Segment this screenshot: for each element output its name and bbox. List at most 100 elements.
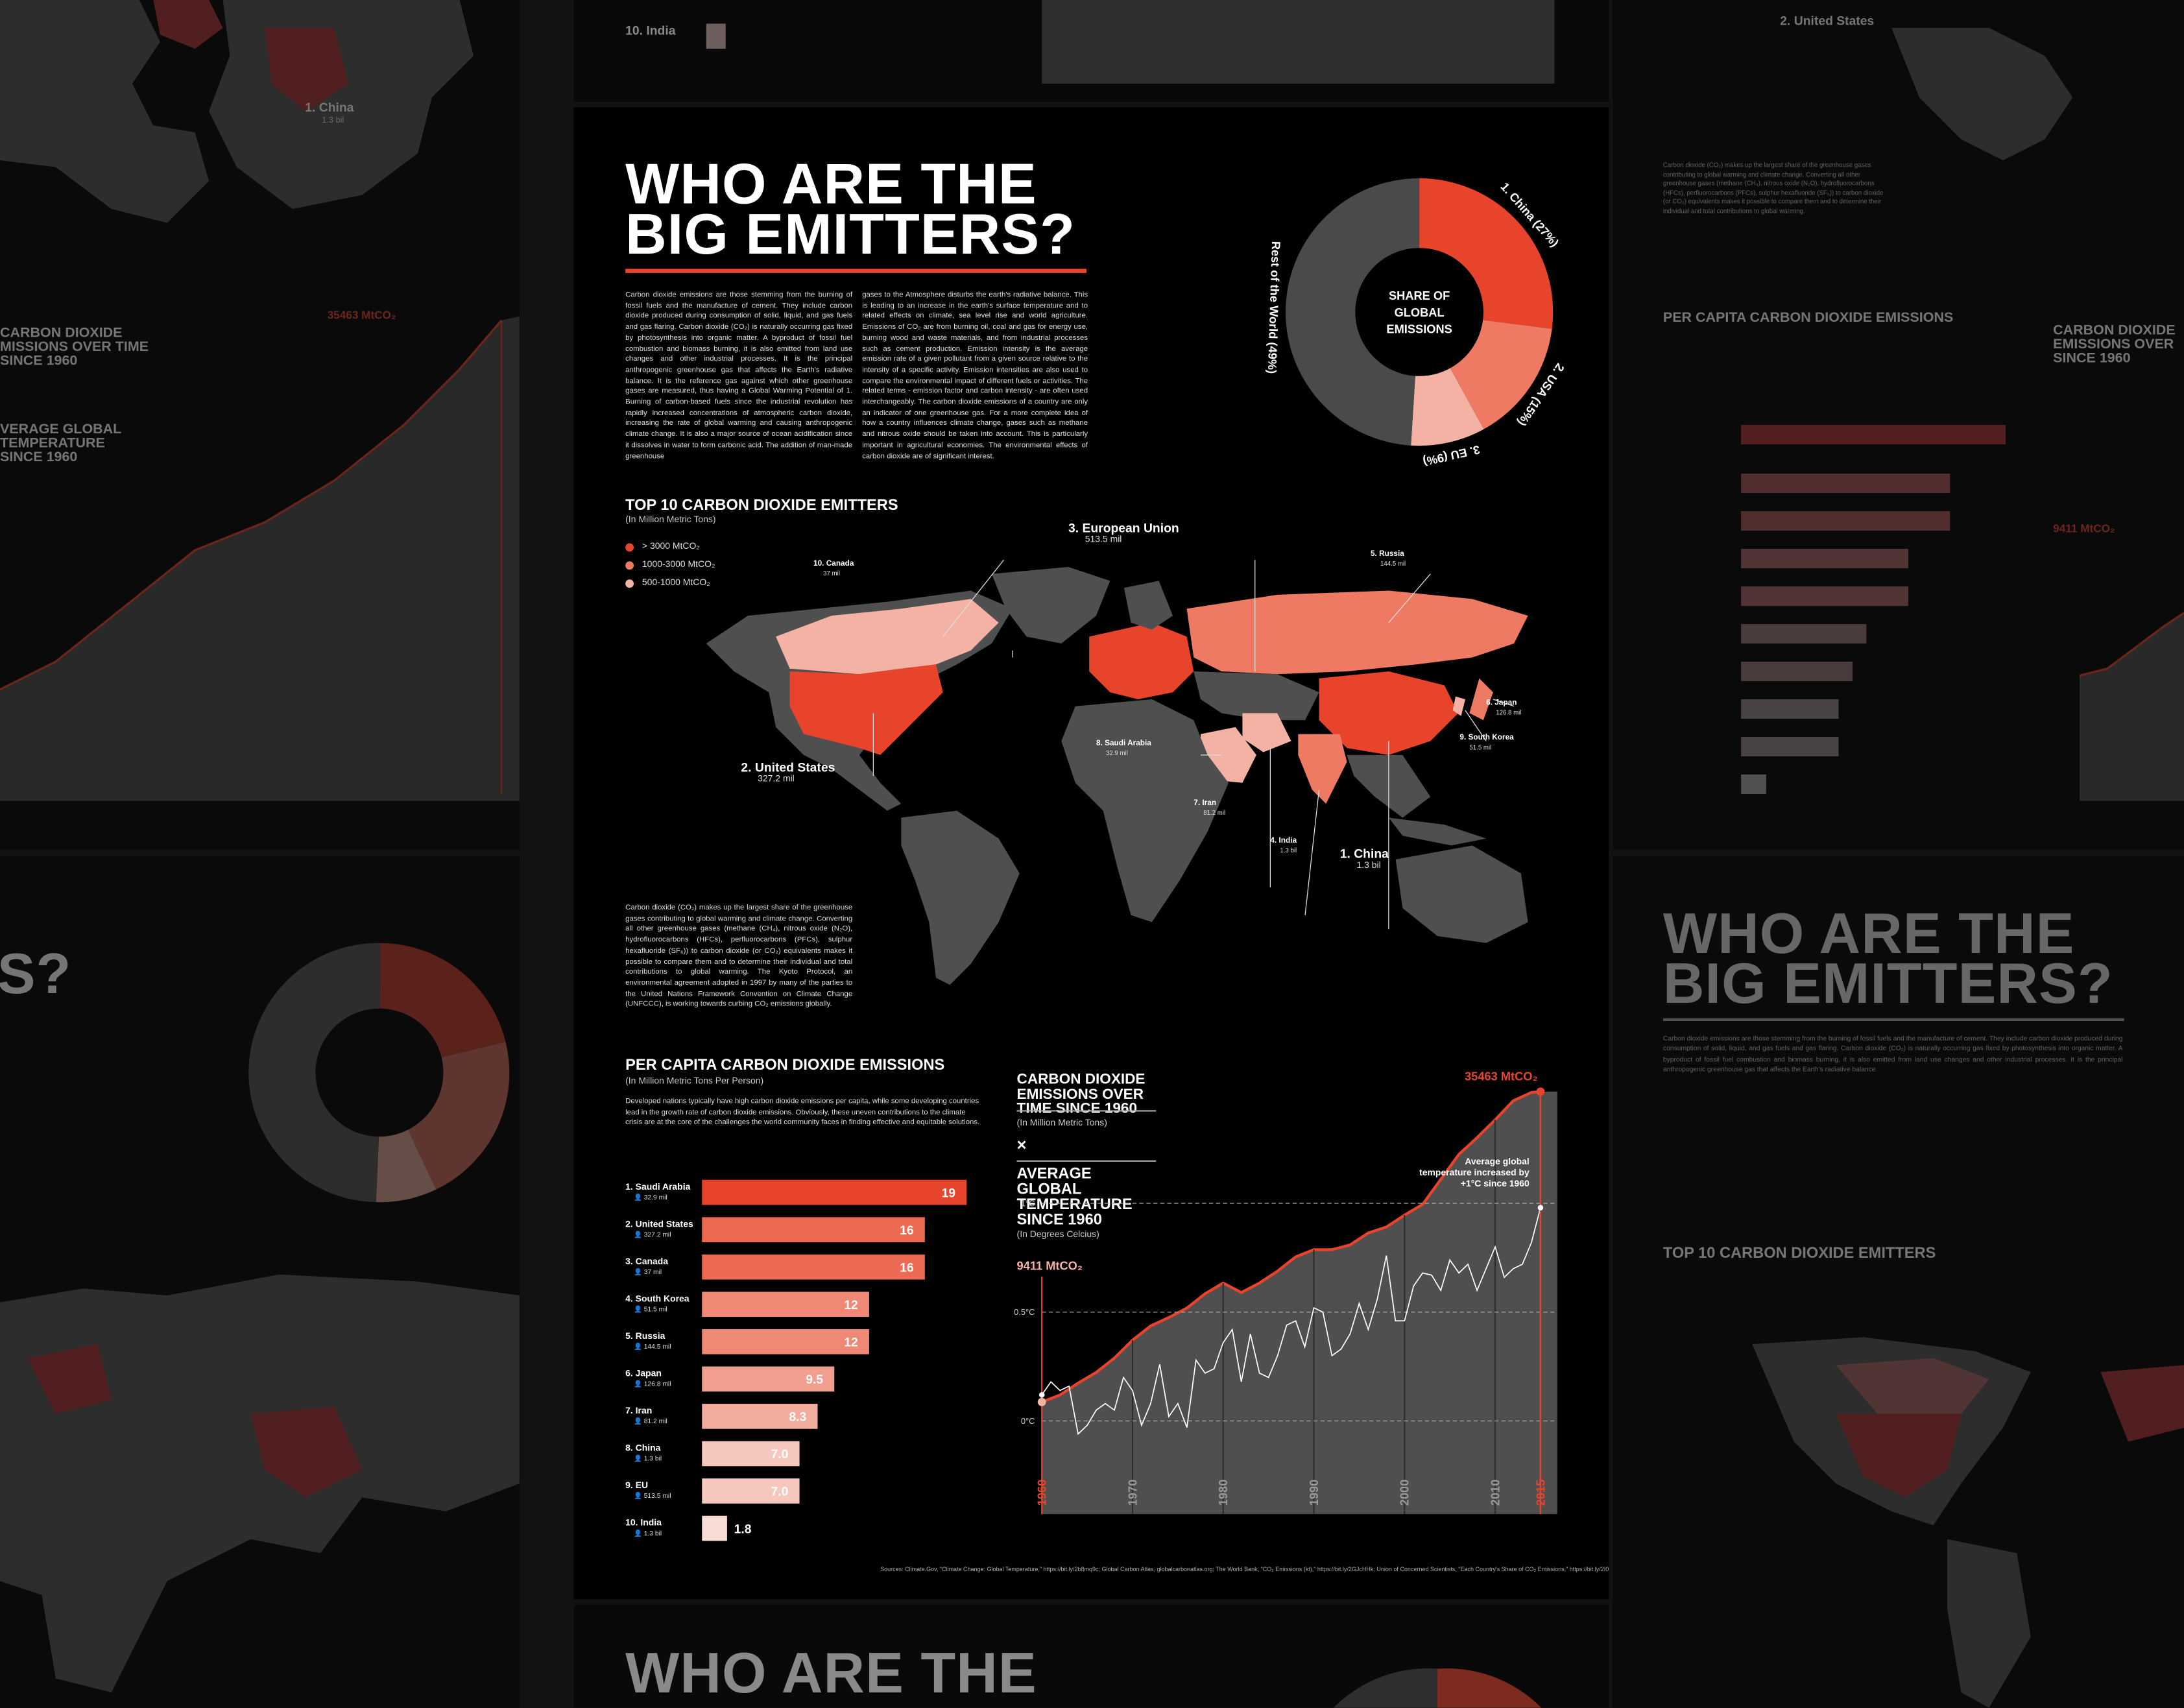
center-bottom-title-fragment: WHO ARE THE (625, 1641, 1037, 1705)
pie-slice (1419, 178, 1554, 329)
map-china (1319, 671, 1459, 755)
bar-population-label: 👤 37 mil (634, 1268, 662, 1276)
x-tick-label: 2000 (1398, 1480, 1411, 1506)
legend-item: > 3000 MtCO₂ (625, 535, 700, 560)
right-top-start-label: 9411 MtCO₂ (2053, 522, 2115, 535)
intro-column-1: Carbon dioxide emissions are those stemm… (625, 291, 853, 461)
map-label-name: 3. European Union (1068, 521, 1179, 535)
bar-population-label: 👤 32.9 mil (634, 1193, 667, 1201)
pie-slice-label: 3. EU (9%) (1422, 443, 1482, 469)
right-top-us-label: 2. United States (1780, 14, 1875, 28)
bar-category-label: 2. United States (625, 1218, 693, 1229)
map-label-pop: 51.5 mil (1469, 743, 1492, 751)
right-top-bar-2 (1741, 474, 1950, 494)
bar-category-label: 4. South Korea (625, 1293, 690, 1303)
temp-time-subtitle: (In Degrees Celcius) (1016, 1229, 1099, 1240)
left-bottom-title-fragment: S? (0, 941, 72, 1006)
share-pie-chart: 1. China (27%)2. USA (15%)3. EU (9%)Rest… (1266, 178, 1567, 469)
bar-category-label: 7. Iran (625, 1405, 652, 1415)
x-tick-label: 1980 (1216, 1480, 1230, 1506)
right-top-co2-title: CARBON DIOXIDE EMISSIONS OVER SINCE 1960 (2053, 323, 2176, 367)
percap-bar-chart: 1. Saudi Arabia👤 32.9 mil 19 2. United Sta… (625, 1179, 967, 1541)
right-top-bar-9 (1741, 736, 1839, 756)
bar (702, 1515, 727, 1541)
left-top-china-pop: 1.3 bil (322, 117, 344, 126)
pie-slice (1285, 178, 1420, 446)
emissions-area (1042, 1091, 1557, 1515)
right-top-area-fragment (2079, 612, 2184, 801)
map-label-name: 7. Iran (1194, 799, 1217, 808)
pie-slice (1450, 320, 1552, 429)
map-label-name: 9. South Korea (1459, 734, 1514, 743)
map-label-name: 6. Japan (1486, 699, 1517, 708)
map-iran (1242, 713, 1291, 752)
map-europe (1089, 622, 1194, 699)
bar-value-label: 16 (900, 1224, 914, 1238)
legend-label: 1000-3000 MtCO₂ (642, 560, 715, 570)
right-bottom-paragraph-fragment: Carbon dioxide emissions are those stemm… (1662, 1036, 2123, 1075)
intro-column-2: gases to the Atmosphere disturbs the ear… (862, 291, 1088, 461)
map-label-name: 10. Canada (813, 560, 854, 569)
bar-population-label: 👤 513.5 mil (634, 1491, 671, 1500)
right-top-bar-7 (1741, 661, 1853, 682)
bar-population-label: 👤 51.5 mil (634, 1305, 667, 1313)
temp-tick-label: 1°C (1021, 1198, 1035, 1208)
bar-value-label: 16 (900, 1261, 914, 1275)
map-label-name: 4. India (1270, 837, 1297, 846)
pie-center-label: GLOBAL (1395, 306, 1445, 319)
right-top-bar-6 (1741, 623, 1867, 644)
bar (702, 1441, 800, 1467)
center-top-bar (706, 23, 726, 49)
map-label-pop: 81.2 mil (1203, 809, 1226, 817)
map-label-name: 2. United States (741, 760, 835, 775)
temp-annotation: temperature increased by (1419, 1167, 1530, 1177)
bar-category-label: 8. China (625, 1443, 660, 1453)
left-bottom-map-fragment (0, 1274, 520, 1692)
bar-population-label: 👤 1.3 bil (634, 1529, 662, 1537)
bar-category-label: 9. EU (625, 1480, 648, 1490)
center-top-india-label: 10. India (625, 23, 676, 38)
top10-title: TOP 10 CARBON DIOXIDE EMITTERS (625, 497, 898, 514)
center-top-tile: 10. India (573, 0, 1609, 102)
start-value-label: 9411 MtCO₂ (1017, 1258, 1083, 1272)
x-tick-label: 2010 (1488, 1480, 1502, 1506)
left-top-co2-title: CARBON DIOXIDE MISSIONS OVER TIME SINCE 19… (0, 326, 149, 370)
map-label-pop: 1.3 bil (1356, 861, 1381, 871)
time-series-chart: 1°C 0.5°C 0°C 9411 MtCO₂ 35463 MtCO₂ Average … (1014, 1070, 1557, 1515)
map-scandinavia (1123, 581, 1173, 630)
co2-time-title: CARBON DIOXIDE EMISSIONS OVER TIME SINCE… (1016, 1071, 1146, 1118)
bar-category-label: 10. India (625, 1517, 662, 1528)
bar (702, 1404, 818, 1429)
map-russia (1186, 590, 1528, 675)
x-tick-label: 1960 (1035, 1480, 1049, 1506)
right-top-bar-5 (1741, 586, 1908, 607)
bar-population-label: 👤 81.2 mil (634, 1417, 667, 1425)
times-symbol: × (1016, 1134, 1027, 1155)
legend-label: 500-1000 MtCO₂ (642, 578, 710, 588)
left-top-china-label: 1. China (305, 100, 354, 115)
legend-swatch (625, 542, 634, 551)
map-india (1298, 734, 1347, 804)
right-top-map-fragment (1891, 27, 2073, 160)
bar-population-label: 👤 1.3 bil (634, 1454, 662, 1463)
left-top-end-label: 35463 MtCO₂ (327, 309, 396, 322)
map-label-pop: 37 mil (823, 570, 840, 577)
map-south-america (901, 810, 1020, 985)
bar (702, 1292, 869, 1317)
legend-swatch (625, 579, 634, 588)
bar-value-label: 12 (844, 1299, 858, 1312)
bar-population-label: 👤 327.2 mil (634, 1230, 671, 1238)
co2-title-rule (1016, 1110, 1157, 1112)
main-infographic: WHO ARE THE BIG EMITTERS? Carbon dioxide… (573, 107, 1609, 1600)
sources-note: Sources: Climate.Gov, "Climate Change: G… (880, 1565, 1609, 1573)
bar-population-label: 👤 144.5 mil (634, 1342, 671, 1351)
right-bottom-rule (1662, 1018, 2124, 1021)
bar-category-label: 5. Russia (625, 1330, 665, 1341)
emissions-line (1041, 1090, 1541, 1404)
world-map (706, 560, 1528, 985)
left-top-temp-title: VERAGE GLOBAL TEMPERATURE SINCE 1960 (0, 422, 122, 466)
left-top-tile: 1. China 1.3 bil CARBON DIOXIDE MISSIONS … (0, 0, 520, 850)
bar-value-label: 1.8 (734, 1522, 752, 1536)
map-greenland (991, 566, 1110, 644)
temp-annotation: Average global (1465, 1156, 1529, 1166)
